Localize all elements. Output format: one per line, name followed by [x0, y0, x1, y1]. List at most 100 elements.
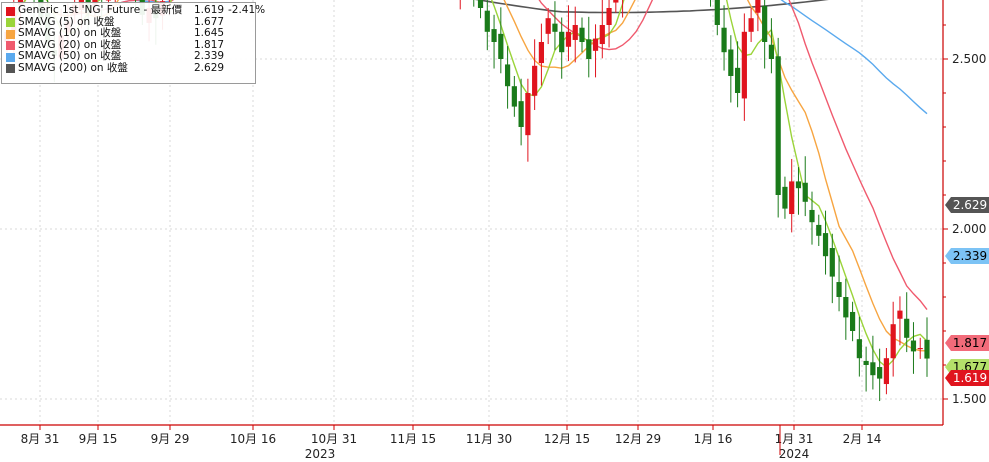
legend-row-sma20: SMAVG (20) on 收盤 1.817	[6, 38, 251, 52]
candle-body	[917, 348, 923, 350]
candle-body	[579, 27, 585, 42]
legend-row-price: Generic 1st 'NG' Future - 最新價 1.619 -2.4…	[6, 4, 265, 17]
candle-body	[755, 0, 761, 13]
candle-body	[883, 358, 890, 385]
candle-body	[728, 49, 734, 76]
legend-swatch	[6, 64, 15, 74]
candle-body	[518, 101, 524, 127]
x-tick-label: 9月 15	[79, 432, 118, 446]
candle-body	[532, 65, 538, 96]
value-tag	[945, 335, 989, 351]
y-tick-label: 2.000	[952, 222, 986, 236]
x-tick-label: 12月 29	[615, 432, 661, 446]
x-tick-label: 10月 31	[311, 432, 357, 446]
candle-body	[559, 31, 565, 53]
candle-body	[599, 25, 605, 45]
x-tick-label: 1月 16	[694, 432, 733, 446]
legend-value: 1.817	[194, 38, 225, 51]
sma200-line	[474, 0, 829, 14]
value-tag	[945, 370, 989, 386]
legend-row-sma10: SMAVG (10) on 收盤 1.645	[6, 28, 251, 40]
candle-body	[592, 38, 599, 51]
value-tag	[945, 197, 989, 213]
candle-body	[897, 310, 903, 319]
candle-body	[782, 186, 788, 209]
candle-body	[606, 8, 612, 25]
candle-body	[498, 33, 504, 59]
candle-body	[552, 23, 558, 32]
candle-body	[768, 44, 775, 59]
candle-body	[565, 31, 572, 47]
candle-body	[741, 31, 747, 99]
candle-body	[572, 25, 578, 40]
candle-body	[775, 56, 781, 195]
candle-body	[748, 18, 754, 32]
legend-value: 2.629	[194, 61, 225, 74]
candle-body	[924, 339, 930, 359]
value-tag-label: 1.619	[953, 371, 987, 385]
legend-value: 2.339	[194, 50, 225, 63]
x-tick-label: 11月 30	[466, 432, 512, 446]
x-tick-label: 10月 16	[230, 432, 276, 446]
x-tick-label: 9月 29	[151, 432, 190, 446]
candle-body	[809, 209, 815, 223]
candle-body	[870, 362, 876, 376]
legend-row-sma50: SMAVG (50) on 收盤 2.339	[6, 51, 251, 63]
legend-label: SMAVG (200) on 收盤	[18, 61, 128, 74]
candle-body	[734, 67, 741, 93]
candle-body	[491, 29, 497, 42]
candle-body	[822, 233, 829, 257]
candle-body	[538, 42, 545, 64]
legend-value: 1.645	[194, 27, 225, 40]
x-tick-label: 2月 14	[843, 432, 882, 446]
legend-swatch	[6, 18, 15, 28]
value-tag-label: 1.817	[953, 336, 987, 350]
legend: Generic 1st 'NG' Future - 最新價 1.619 -2.4…	[1, 2, 265, 84]
value-tag-label: 2.629	[953, 198, 987, 212]
candle-body	[613, 0, 619, 3]
x-tick-label: 1月 31	[775, 432, 814, 446]
candle-body	[829, 248, 835, 277]
legend-swatch	[6, 29, 15, 39]
candle-body	[714, 0, 720, 25]
candle-body	[504, 64, 511, 87]
candle-body	[105, 0, 112, 1]
candle-body	[484, 10, 490, 32]
candle-body	[789, 181, 795, 215]
candle-body	[863, 360, 869, 365]
legend-label: Generic 1st 'NG' Future - 最新價	[18, 4, 183, 16]
candle-body	[904, 318, 910, 338]
y-tick-label: 1.500	[952, 392, 986, 406]
legend-label: SMAVG (20) on 收盤	[18, 38, 122, 51]
legend-label: SMAVG (10) on 收盤	[18, 27, 122, 40]
legend-change: -2.41%	[228, 4, 266, 16]
candle-body	[816, 224, 822, 236]
y-tick-label: 2.500	[952, 52, 986, 66]
candle-body	[877, 367, 883, 379]
year-label: 2024	[779, 447, 810, 461]
x-tick-label: 12月 15	[544, 432, 590, 446]
legend-swatch	[6, 52, 15, 62]
candle-body	[802, 182, 808, 202]
x-tick-label: 11月 15	[390, 432, 436, 446]
candle-body	[836, 282, 842, 297]
legend-swatch	[6, 41, 15, 51]
value-tag	[945, 248, 989, 264]
x-axis: 8月 31 9月 15 9月 29 10月 16 10月 31 11月 15 11月 30 1…	[0, 424, 943, 461]
x-tick-label: 8月 31	[21, 432, 60, 446]
legend-value: 1.677	[194, 15, 225, 28]
candle-body	[849, 311, 856, 331]
candle-body	[762, 5, 768, 43]
candle-body	[525, 93, 531, 136]
candle-body	[511, 86, 517, 107]
candle-body	[890, 324, 896, 359]
candle-body	[545, 18, 551, 34]
candle-body	[910, 340, 917, 352]
candle-body	[477, 0, 484, 8]
legend-row-sma5: SMAVG (5) on 收盤 1.677	[6, 15, 251, 29]
value-tag-label: 2.339	[953, 249, 987, 263]
candle-body	[795, 181, 802, 189]
legend-value: 1.619	[194, 4, 225, 16]
